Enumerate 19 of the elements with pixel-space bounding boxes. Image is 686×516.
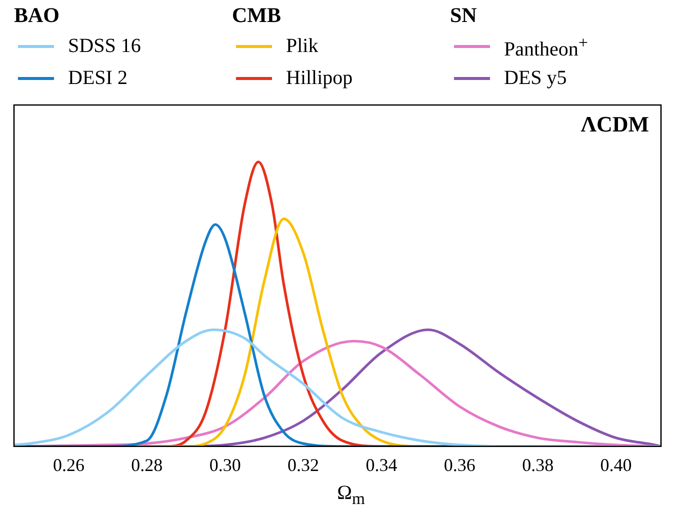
- legend-label: Plik: [286, 34, 318, 59]
- x-tick-label: 0.32: [288, 454, 320, 475]
- x-tick-label: 0.40: [600, 454, 632, 475]
- x-axis-title: Ω$_{m}$: [336, 482, 366, 509]
- x-tick-label: 0.30: [209, 454, 241, 475]
- x-tick-label: 0.26: [52, 454, 84, 475]
- text: CMB: [232, 2, 282, 29]
- x-tick-label: 0.36: [444, 454, 476, 475]
- x-tick-label: 0.38: [522, 454, 554, 475]
- legend-label: Hillipop: [286, 66, 353, 91]
- legend-label: SDSS 16: [68, 34, 141, 59]
- text: BAO: [14, 2, 61, 29]
- legend-label: DESI 2: [68, 66, 128, 91]
- text: SN: [450, 2, 478, 29]
- text: ΛCDM: [580, 112, 650, 137]
- x-tick-label: 0.34: [366, 454, 398, 475]
- legend-label: Pantheon$^{+}$: [504, 32, 588, 62]
- x-tick-label: 0.28: [131, 454, 163, 475]
- legend-label: DES y5: [504, 66, 567, 91]
